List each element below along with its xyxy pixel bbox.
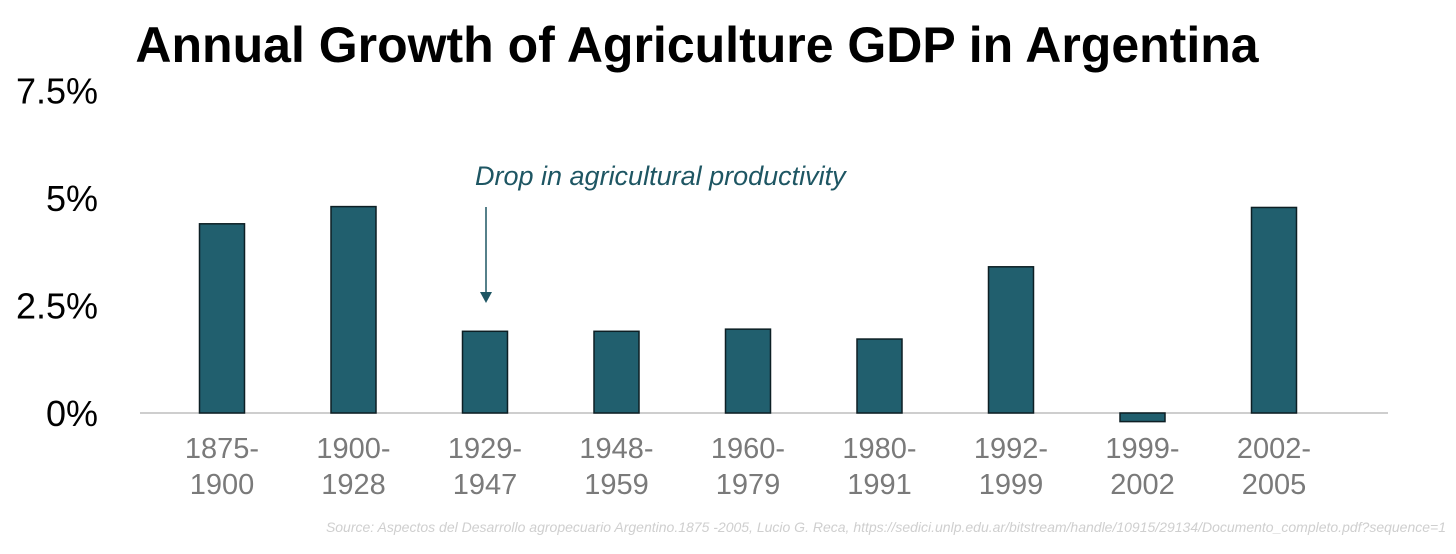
x-tick-label: 2005 <box>1242 469 1307 501</box>
x-tick-label: 1980- <box>842 433 916 465</box>
bar <box>1119 412 1166 423</box>
y-axis-ticks: 0% 2.5% 5% 7.5% <box>16 71 98 435</box>
bars <box>198 205 1298 423</box>
y-tick-label: 2.5% <box>16 286 98 327</box>
x-tick-label: 2002 <box>1110 469 1175 501</box>
x-tick-label: 1928 <box>321 469 386 501</box>
x-tick-label: 1999- <box>1105 433 1179 465</box>
x-tick-label: 1947 <box>453 469 518 501</box>
x-tick-label: 1948- <box>579 433 653 465</box>
bar <box>461 330 509 414</box>
annotation: Drop in agricultural productivity <box>475 161 847 303</box>
y-tick-label: 5% <box>46 178 98 219</box>
x-axis-ticks: 1875- 1900 1900- 1928 1929- 1947 1948- 1959 1960… <box>185 433 1311 501</box>
x-tick-label: 1929- <box>448 433 522 465</box>
x-tick-label: 1979 <box>716 469 781 501</box>
bar <box>330 205 377 414</box>
chart-title: Annual Growth of Agriculture GDP in Arge… <box>135 17 1259 73</box>
bar <box>856 338 903 414</box>
bar <box>593 330 640 414</box>
x-tick-label: 1875- <box>185 433 259 465</box>
y-tick-label: 7.5% <box>16 71 98 112</box>
source-note: Source: Aspectos del Desarrollo agropecu… <box>326 519 1446 535</box>
annotation-text: Drop in agricultural productivity <box>475 161 847 191</box>
bar <box>724 328 772 414</box>
bar <box>1250 206 1298 414</box>
y-tick-label: 0% <box>46 393 98 434</box>
x-tick-label: 1999 <box>979 469 1044 501</box>
x-tick-label: 1900- <box>316 433 390 465</box>
bar <box>198 223 246 414</box>
x-tick-label: 2002- <box>1237 433 1311 465</box>
x-tick-label: 1959 <box>584 469 649 501</box>
x-tick-label: 1991 <box>847 469 912 501</box>
x-tick-label: 1992- <box>974 433 1048 465</box>
x-tick-label: 1960- <box>711 433 785 465</box>
bar <box>987 266 1035 414</box>
annotation-arrow-head <box>480 292 492 303</box>
x-tick-label: 1900 <box>190 469 255 501</box>
